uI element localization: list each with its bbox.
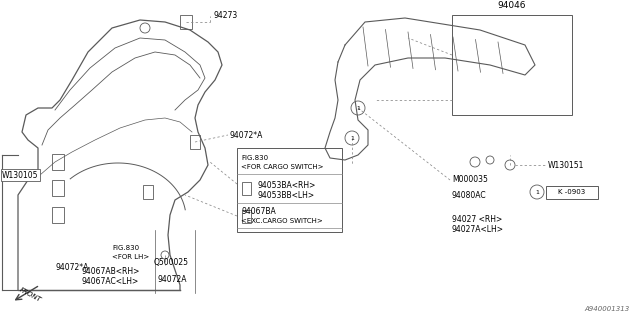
Text: 94053BA<RH>: 94053BA<RH> [257,180,316,189]
Bar [143,185,153,199]
Circle shape [345,131,359,145]
Text: 94273: 94273 [213,12,237,20]
Bar [237,148,342,232]
Circle shape [505,160,515,170]
Text: 94067AB<RH>: 94067AB<RH> [82,268,140,276]
Text: FIG.830: FIG.830 [241,155,268,161]
Circle shape [161,251,169,259]
Text: FIG.830: FIG.830 [112,245,139,251]
Text: A940001313: A940001313 [585,306,630,312]
Text: M000035: M000035 [452,175,488,185]
Text: W130105: W130105 [2,171,38,180]
Bar [180,15,192,29]
Text: 94067AC<LH>: 94067AC<LH> [82,276,140,285]
Circle shape [486,156,494,164]
Text: 94053BB<LH>: 94053BB<LH> [257,190,314,199]
Text: 1: 1 [356,106,360,110]
Circle shape [140,23,150,33]
Text: <FOR CARGO SWITCH>: <FOR CARGO SWITCH> [241,164,323,170]
Text: <EXC.CARGO SWITCH>: <EXC.CARGO SWITCH> [241,218,323,224]
Text: 94067BA: 94067BA [241,207,276,217]
Text: 94072*A: 94072*A [55,263,88,273]
Text: 1: 1 [535,189,539,195]
Text: 94072A: 94072A [158,276,188,284]
Bar [241,181,250,195]
Text: FRONT: FRONT [18,287,42,303]
Text: W130151: W130151 [548,161,584,170]
Text: K -0903: K -0903 [558,189,586,195]
Text: 94046: 94046 [498,1,526,10]
Bar [52,207,64,223]
Text: 94027 <RH>: 94027 <RH> [452,215,502,225]
Text: Q500025: Q500025 [154,259,189,268]
Circle shape [351,101,365,115]
Circle shape [530,185,544,199]
Circle shape [28,170,38,180]
Text: 94080AC: 94080AC [452,190,486,199]
Bar [52,180,64,196]
Bar [190,135,200,149]
Circle shape [470,157,480,167]
Bar [241,210,250,222]
Bar [546,186,598,199]
Text: 1: 1 [350,135,354,140]
Bar [452,15,572,115]
Text: 94072*A: 94072*A [230,131,264,140]
Text: <FOR LH>: <FOR LH> [112,254,149,260]
Text: 94027A<LH>: 94027A<LH> [452,226,504,235]
Bar [52,154,64,170]
